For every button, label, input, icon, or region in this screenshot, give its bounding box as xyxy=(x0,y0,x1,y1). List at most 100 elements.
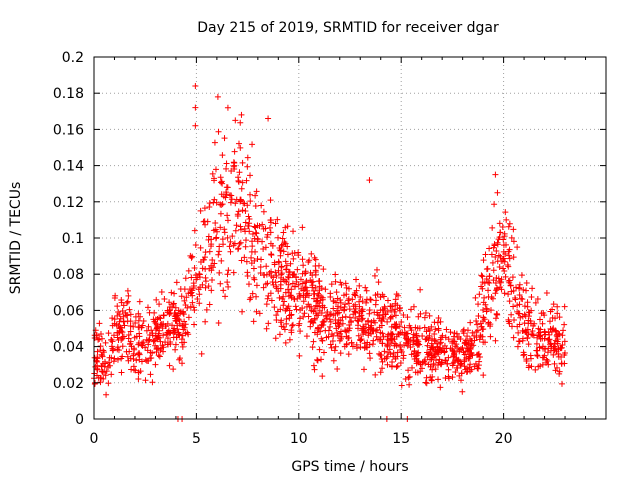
data-point xyxy=(467,340,474,347)
data-point xyxy=(94,348,101,355)
data-point xyxy=(93,332,100,339)
data-point xyxy=(560,327,567,334)
data-point xyxy=(300,313,307,320)
data-point xyxy=(561,303,568,310)
data-point xyxy=(178,293,185,300)
data-point xyxy=(326,316,333,323)
data-point xyxy=(200,256,207,263)
data-point xyxy=(359,315,366,322)
data-point xyxy=(251,276,258,283)
data-point xyxy=(377,329,384,336)
data-point xyxy=(441,349,448,356)
data-point xyxy=(345,351,352,358)
data-point xyxy=(364,318,371,325)
data-point xyxy=(473,328,480,335)
data-point xyxy=(254,235,261,242)
data-point xyxy=(516,321,523,328)
data-point xyxy=(309,319,316,326)
data-point xyxy=(132,313,139,320)
data-point xyxy=(321,304,328,311)
data-point xyxy=(406,381,413,388)
data-point xyxy=(243,177,250,184)
data-point xyxy=(220,287,227,294)
data-point xyxy=(458,377,465,384)
data-point xyxy=(334,329,341,336)
data-point xyxy=(526,309,533,316)
data-point xyxy=(384,336,391,343)
data-point xyxy=(238,111,245,118)
data-point xyxy=(476,353,483,360)
data-point xyxy=(97,330,104,337)
data-point xyxy=(498,276,505,283)
data-point xyxy=(135,341,142,348)
data-point xyxy=(99,353,106,360)
data-point xyxy=(206,200,213,207)
data-point xyxy=(367,296,374,303)
data-point xyxy=(429,373,436,380)
data-point xyxy=(191,307,198,314)
data-point xyxy=(299,224,306,231)
data-point xyxy=(342,313,349,320)
data-point xyxy=(519,337,526,344)
data-point xyxy=(380,311,387,318)
data-point xyxy=(489,259,496,266)
data-point xyxy=(556,368,563,375)
data-point xyxy=(555,353,562,360)
data-point xyxy=(96,320,103,327)
data-point xyxy=(503,216,510,223)
data-point xyxy=(284,251,291,258)
data-point xyxy=(514,302,521,309)
data-point xyxy=(368,330,375,337)
data-point xyxy=(156,334,163,341)
data-point xyxy=(314,297,321,304)
data-point xyxy=(342,301,349,308)
y-axis-ticks: 0 0.02 0.04 0.06 0.08 0.1 0.12 0.14 0.16 0.18 0.2 xyxy=(53,50,606,428)
data-point xyxy=(138,324,145,331)
data-point xyxy=(332,271,339,278)
data-point xyxy=(521,351,528,358)
data-point xyxy=(435,315,442,322)
data-point xyxy=(323,334,330,341)
data-point xyxy=(249,290,256,297)
data-point xyxy=(371,272,378,279)
data-point xyxy=(143,327,150,334)
data-point xyxy=(128,366,135,373)
data-point xyxy=(486,279,493,286)
data-point xyxy=(277,306,284,313)
data-point xyxy=(151,337,158,344)
data-point xyxy=(217,174,224,181)
data-point xyxy=(422,379,429,386)
data-point xyxy=(231,148,238,155)
data-point xyxy=(327,318,334,325)
data-point xyxy=(491,242,498,249)
y-tick-label: 0.04 xyxy=(53,340,84,356)
data-point xyxy=(237,239,244,246)
data-point xyxy=(310,278,317,285)
data-point xyxy=(378,356,385,363)
data-point xyxy=(456,372,463,379)
data-point xyxy=(509,323,516,330)
data-point xyxy=(170,334,177,341)
data-point xyxy=(553,328,560,335)
data-point xyxy=(473,351,480,358)
data-point xyxy=(461,363,468,370)
data-point xyxy=(352,301,359,308)
data-point xyxy=(191,227,198,234)
data-point xyxy=(419,333,426,340)
data-point xyxy=(313,302,320,309)
data-point xyxy=(469,329,476,336)
data-point xyxy=(149,349,156,356)
data-point xyxy=(170,300,177,307)
data-point xyxy=(362,284,369,291)
data-point xyxy=(279,235,286,242)
data-point xyxy=(550,325,557,332)
data-point xyxy=(240,200,247,207)
data-point xyxy=(514,244,521,251)
data-point xyxy=(314,357,321,364)
data-point xyxy=(489,224,496,231)
data-point xyxy=(380,293,387,300)
data-point xyxy=(505,278,512,285)
data-point xyxy=(111,320,118,327)
data-point xyxy=(228,168,235,175)
